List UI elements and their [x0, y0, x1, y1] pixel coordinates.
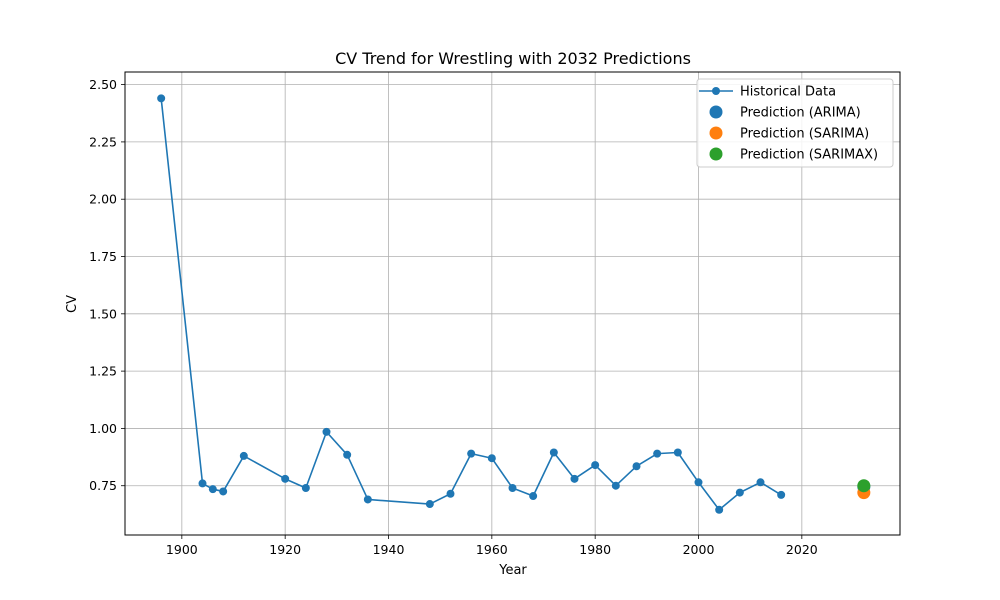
historical-data-point [446, 489, 455, 498]
historical-data-point [301, 484, 310, 493]
x-axis-ticks: 1900 1920 1940 1960 1980 2000 2020 [166, 535, 818, 557]
historical-data-point [157, 94, 166, 103]
historical-data-point [363, 495, 372, 504]
historical-data-point [611, 481, 620, 490]
historical-data-point [715, 505, 724, 514]
legend-label: Prediction (SARIMA) [740, 127, 869, 142]
x-tick-label: 1920 [269, 542, 301, 557]
x-tick-label: 1980 [579, 542, 611, 557]
chart-title: CV Trend for Wrestling with 2032 Predict… [335, 49, 691, 68]
historical-data-line [160, 98, 782, 511]
historical-data-point [487, 454, 496, 463]
historical-data-point [322, 427, 331, 436]
x-tick-label: 1960 [476, 542, 508, 557]
plot-frame [124, 71, 901, 536]
historical-data-point [591, 461, 600, 470]
historical-data-point [632, 462, 641, 471]
legend-prediction-sarima-marker [709, 126, 723, 140]
legend-label: Prediction (ARIMA) [740, 106, 861, 121]
historical-data-point [198, 479, 207, 488]
historical-data-point [208, 485, 217, 494]
historical-data-point [673, 448, 682, 457]
historical-data-point [694, 478, 703, 487]
legend-prediction-arima-marker [709, 105, 723, 119]
legend-label: Prediction (SARIMAX) [740, 148, 878, 163]
historical-data-point [735, 488, 744, 497]
legend-prediction-sarimax-marker [709, 147, 723, 161]
y-tick-label: 1.75 [89, 249, 117, 264]
y-tick-label: 0.75 [89, 478, 117, 493]
prediction-sarimax-point [857, 479, 871, 493]
historical-data-point [239, 451, 248, 460]
y-tick-label: 1.50 [89, 306, 117, 321]
x-tick-label: 2000 [683, 542, 715, 557]
y-axis-ticks: 0.75 1.00 1.25 1.50 1.75 2.00 2.25 2.50 [89, 77, 125, 493]
historical-data-point [281, 474, 290, 483]
x-tick-label: 2020 [786, 542, 818, 557]
y-axis-title: CV [65, 295, 80, 313]
x-axis-title: Year [498, 563, 527, 578]
historical-data-point [777, 490, 786, 499]
y-tick-label: 2.50 [89, 77, 117, 92]
historical-data-point [219, 487, 228, 496]
x-tick-label: 1900 [166, 542, 198, 557]
historical-data-point [549, 448, 558, 457]
x-tick-label: 1940 [373, 542, 405, 557]
historical-data-point [343, 450, 352, 459]
y-tick-label: 1.25 [89, 364, 117, 379]
historical-data-point [756, 478, 765, 487]
legend: Historical Data Prediction (ARIMA) Predict… [696, 78, 894, 168]
legend-box [696, 78, 894, 168]
historical-data-point [467, 449, 476, 458]
legend-historical-marker [712, 87, 720, 95]
series-layer [157, 94, 871, 514]
historical-data-point [508, 484, 517, 493]
legend-label: Historical Data [740, 85, 836, 100]
grid-lines [125, 72, 900, 535]
historical-data-point [653, 449, 662, 458]
y-tick-label: 2.25 [89, 134, 117, 149]
y-tick-label: 1.00 [89, 421, 117, 436]
historical-data-point [425, 500, 434, 509]
historical-data-point [570, 474, 579, 483]
y-tick-label: 2.00 [89, 192, 117, 207]
historical-data-point [529, 492, 538, 501]
